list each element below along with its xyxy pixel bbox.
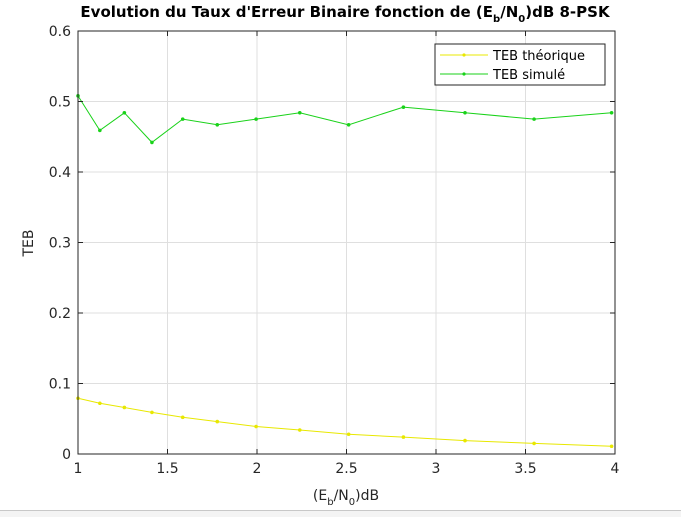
series-0-point bbox=[122, 405, 127, 410]
series-0-point bbox=[150, 410, 154, 415]
series-1-point bbox=[346, 122, 351, 127]
series-1-point bbox=[122, 110, 127, 115]
chart-title: Evolution du Taux d'Erreur Binaire fonct… bbox=[80, 3, 611, 25]
x-axis-label: (Eb/N0)dB bbox=[313, 488, 379, 508]
series-0-point bbox=[532, 441, 536, 446]
y-tick-label: 0.1 bbox=[49, 377, 71, 393]
ticks bbox=[77, 30, 616, 455]
series-0-point bbox=[297, 428, 302, 432]
series-0-point bbox=[215, 419, 220, 424]
legend-marker-theorique bbox=[462, 53, 466, 57]
series-0-point bbox=[346, 432, 351, 437]
y-tick-label: 0.5 bbox=[49, 95, 71, 111]
y-tick-label: 0.2 bbox=[49, 306, 71, 322]
legend-box bbox=[434, 43, 606, 86]
series-1-point bbox=[150, 140, 154, 145]
series-1-point bbox=[463, 110, 467, 115]
series-1-point bbox=[254, 117, 258, 121]
y-tick-label: 0.6 bbox=[49, 24, 71, 40]
legend-marker-simule bbox=[462, 72, 466, 76]
x-tick-label: 3.5 bbox=[514, 461, 536, 477]
series-1-point bbox=[180, 117, 185, 121]
series-1-point bbox=[609, 110, 614, 115]
series-0-point bbox=[180, 415, 185, 420]
tick-labels: 1 1.5 2 2.5 3 3.5 4 0 0.1 0.2 0.3 0.4 0.5 0.6 bbox=[49, 24, 620, 477]
series-1-point bbox=[98, 128, 102, 133]
x-tick-label: 1 bbox=[74, 461, 83, 477]
x-tick-label: 2 bbox=[253, 461, 262, 477]
series-1-point bbox=[401, 105, 406, 109]
x-tick-label: 3 bbox=[432, 461, 441, 477]
legend-label-theorique: TEB théorique bbox=[492, 49, 585, 64]
series-0-point bbox=[254, 424, 258, 429]
series-0-point bbox=[98, 401, 102, 406]
y-axis-label: TEB bbox=[21, 229, 37, 257]
x-tick-label: 1.5 bbox=[156, 461, 178, 477]
series-0-point bbox=[609, 444, 614, 449]
series-0-point bbox=[463, 438, 467, 443]
y-tick-label: 0 bbox=[62, 447, 71, 463]
legend-label-simule: TEB simulé bbox=[492, 68, 565, 83]
y-tick-label: 0.3 bbox=[49, 236, 71, 252]
series-0-point bbox=[401, 435, 406, 439]
legend: TEB théorique TEB simulé bbox=[434, 43, 606, 86]
series-1-point bbox=[532, 117, 536, 121]
x-tick-label: 2.5 bbox=[335, 461, 357, 477]
series-1-point bbox=[215, 122, 220, 127]
y-tick-label: 0.4 bbox=[49, 165, 71, 181]
series-1-point bbox=[297, 110, 302, 115]
window-bottom-edge bbox=[0, 510, 681, 517]
series-layer bbox=[76, 94, 614, 449]
x-tick-label: 4 bbox=[611, 461, 620, 477]
